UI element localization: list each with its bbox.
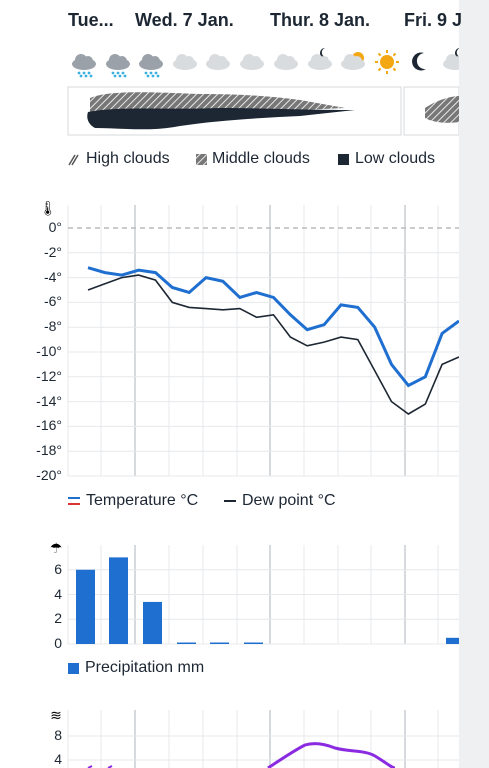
- thermometer-icon: 🌡: [39, 200, 57, 216]
- cloud-low-band: [87, 108, 355, 130]
- temperature-line: [87, 266, 459, 388]
- cloud-icon: [274, 54, 298, 70]
- precipitation-bar: [76, 569, 95, 644]
- middle-clouds-swatch: [196, 154, 207, 165]
- day-header-tue: Tue...: [68, 10, 114, 30]
- legend-temperature-label: Temperature °C: [86, 492, 199, 509]
- temperature-y-tick: -8°: [43, 318, 62, 335]
- cloud-cover-strip: [67, 86, 459, 136]
- sun-cloud-icon: [341, 52, 365, 70]
- wind-chart: ≋: [50, 707, 459, 768]
- temperature-y-tick: -12°: [36, 367, 62, 384]
- precipitation-y-tick: 0: [54, 635, 62, 651]
- legend-dew-point-label: Dew point °C: [242, 492, 336, 509]
- cloud-icon: [173, 54, 197, 70]
- snow-cloud-icon: [106, 54, 130, 78]
- dew-point-swatch: [224, 500, 236, 502]
- legend-low-clouds: Low clouds: [355, 150, 436, 167]
- temperature-chart: 🌡: [39, 200, 459, 477]
- legend-precipitation: Precipitation mm: [68, 659, 204, 677]
- snow-cloud-icon: [139, 54, 163, 78]
- precipitation-y-tick: 2: [54, 610, 62, 627]
- legend-temperature: Temperature °C: [68, 492, 198, 510]
- moon-cloud-icon: [443, 48, 459, 70]
- wind-speed-line: [267, 742, 396, 768]
- temperature-y-tick: -10°: [36, 343, 62, 359]
- temperature-y-tick: -20°: [36, 467, 62, 483]
- temperature-y-tick: -16°: [36, 417, 62, 434]
- weather-icons-row: [72, 48, 459, 78]
- day-header-thu: Thur. 8 Jan.: [270, 10, 371, 30]
- precipitation-bar: [446, 637, 459, 644]
- high-clouds-swatch: [68, 154, 79, 166]
- temperature-swatch: [68, 497, 80, 505]
- day-header-wed: Wed. 7 Jan.: [135, 10, 234, 30]
- precipitation-bar: [177, 642, 196, 644]
- temperature-y-tick: -2°: [43, 243, 62, 260]
- temperature-y-tick: -4°: [43, 268, 62, 285]
- cloud-icon: [240, 54, 264, 70]
- cloud-middle-band: [90, 92, 345, 113]
- umbrella-icon: ☂: [50, 540, 63, 556]
- scrollbar-track[interactable]: [459, 0, 489, 768]
- temperature-y-tick: 0°: [48, 219, 62, 235]
- precipitation-y-tick: 6: [54, 560, 62, 577]
- precipitation-y-tick: 4: [54, 585, 62, 602]
- moon-icon: [412, 52, 426, 71]
- precipitation-bar: [109, 557, 128, 644]
- temperature-y-tick: -14°: [36, 392, 62, 409]
- legend-middle-clouds: Middle clouds: [212, 150, 310, 167]
- legend-high-clouds: High clouds: [86, 150, 170, 167]
- snow-cloud-icon: [72, 54, 96, 78]
- legend-dew-point: Dew point °C: [224, 492, 336, 510]
- precipitation-bar: [210, 642, 229, 644]
- precipitation-bar: [143, 601, 162, 644]
- wind-y-tick: 8: [54, 727, 62, 743]
- wind-icon: ≋: [50, 707, 62, 723]
- precipitation-chart: ☂: [50, 540, 459, 645]
- legend-precipitation-label: Precipitation mm: [85, 659, 205, 676]
- temperature-y-tick: -6°: [43, 293, 62, 310]
- weather-chart-canvas: 🌡 ☂ ≋: [39, 48, 459, 768]
- dew-point-line: [87, 274, 459, 415]
- temperature-y-tick: -18°: [36, 442, 62, 459]
- wind-y-tick: 4: [54, 751, 62, 767]
- low-clouds-swatch: [338, 154, 349, 165]
- precipitation-swatch: [68, 662, 79, 674]
- cloud-fri-band: [425, 96, 459, 123]
- day-header-fri: Fri. 9 J: [404, 10, 463, 30]
- moon-cloud-icon: [308, 48, 332, 70]
- sun-icon: [375, 50, 399, 74]
- cloud-icon: [206, 54, 230, 70]
- precipitation-bar: [244, 642, 263, 644]
